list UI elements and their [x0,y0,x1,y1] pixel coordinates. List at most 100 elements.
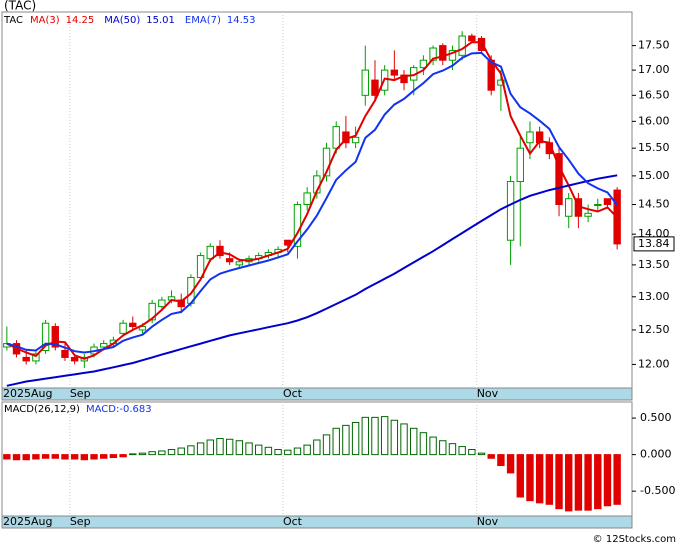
candle-body [119,322,127,334]
legend-name: MA(50) [104,15,140,26]
candle-body [390,69,399,76]
macd-bar [594,454,602,510]
macd-bar [245,442,253,456]
macd-bar [90,454,98,460]
candle-body [61,349,69,358]
macd-bar [3,454,11,460]
last-price: 13.84 [638,237,670,250]
y-tick-label: 16.50 [638,88,670,101]
y-tick-label: -0.500 [640,484,675,497]
candle-body [603,198,612,206]
macd-bar [400,423,408,456]
candle-body [158,299,166,308]
candle-body [400,74,408,84]
y-tick-label: 13.00 [638,290,670,303]
macd-bar [613,454,621,505]
macd-bar [100,454,108,459]
candle-body [206,245,214,260]
y-tick-label: 0.500 [640,411,672,424]
legend-value: 14.53 [227,15,256,26]
candle-body [448,49,457,61]
y-tick-label: 0.000 [640,448,672,461]
y-tick-label: 16.00 [638,114,670,127]
chart-title: (TAC) [4,0,36,13]
y-tick-label: 13.50 [638,258,670,271]
candle-body [303,192,311,206]
legend-name: MA(3) [30,15,60,26]
x-tick-label: 2025Aug [3,387,52,400]
macd-bar [80,454,89,461]
candle-body [22,356,30,362]
legend-value: 15.01 [146,15,175,26]
x-tick-label: Nov [477,387,499,400]
macd-bar [41,454,50,459]
candle-body [322,147,331,177]
candle-body [235,261,244,266]
y-tick-label: 12.50 [638,323,670,336]
candle-body [419,59,428,69]
candle-body [129,322,137,328]
candle-body [477,37,486,51]
candle-body [51,326,59,348]
macd-bar [410,427,418,456]
candle-body [439,45,447,61]
indicator-line [6,174,618,387]
candle-body [594,204,602,207]
macd-bar [70,454,79,460]
legend-value: 14.25 [66,15,95,26]
candle-body [497,79,505,86]
macd-bar [439,440,447,456]
candle-body [361,69,369,96]
macd-bar [448,443,457,456]
macd-bar [390,419,399,456]
x-tick-label: Nov [477,515,499,528]
y-tick-label: 17.50 [638,39,670,52]
macd-bar [293,447,302,456]
candle-body [70,356,79,362]
y-tick-label: 15.00 [638,169,670,182]
indicator-line [6,51,618,354]
macd-bar [255,444,263,456]
macd-bar [497,454,505,467]
macd-bar [332,427,340,456]
x-axis-strip [1,387,633,401]
y-tick-label: 14.50 [638,198,670,211]
macd-bar [584,454,592,511]
macd-bar [516,454,524,498]
macd-bar [555,454,563,510]
macd-bar [458,446,466,456]
macd-bar [361,416,369,456]
macd-bar [12,454,21,461]
macd-bar [187,445,195,456]
macd-bar [61,454,69,460]
candle-body [177,299,185,308]
macd-bar [574,454,583,511]
macd-bar [342,424,350,456]
macd-bar [535,454,544,504]
legend-symbol: TAC [3,15,23,26]
macd-bar [274,449,282,456]
candle-body [584,212,592,217]
candle-body [100,343,108,348]
footer: © 12Stocks.com [593,534,676,545]
macd-bar [322,434,331,456]
macd-bar [351,421,360,456]
candle-body [371,79,379,96]
macd-bar [380,416,389,456]
macd-bar [216,438,224,456]
last-price-box [633,236,675,252]
candle-body [565,198,573,217]
macd-bar [371,416,379,456]
macd-bar [196,442,205,456]
macd-bar [429,436,437,456]
macd-bar [119,454,127,458]
candle-body [526,131,534,144]
macd-bar [148,451,156,456]
macd-value: MACD:-0.683 [86,404,152,415]
macd-bar [177,447,185,456]
macd-bar [284,449,292,456]
candle-body [506,181,515,241]
candle-body [516,147,524,183]
macd-bar [264,446,273,456]
